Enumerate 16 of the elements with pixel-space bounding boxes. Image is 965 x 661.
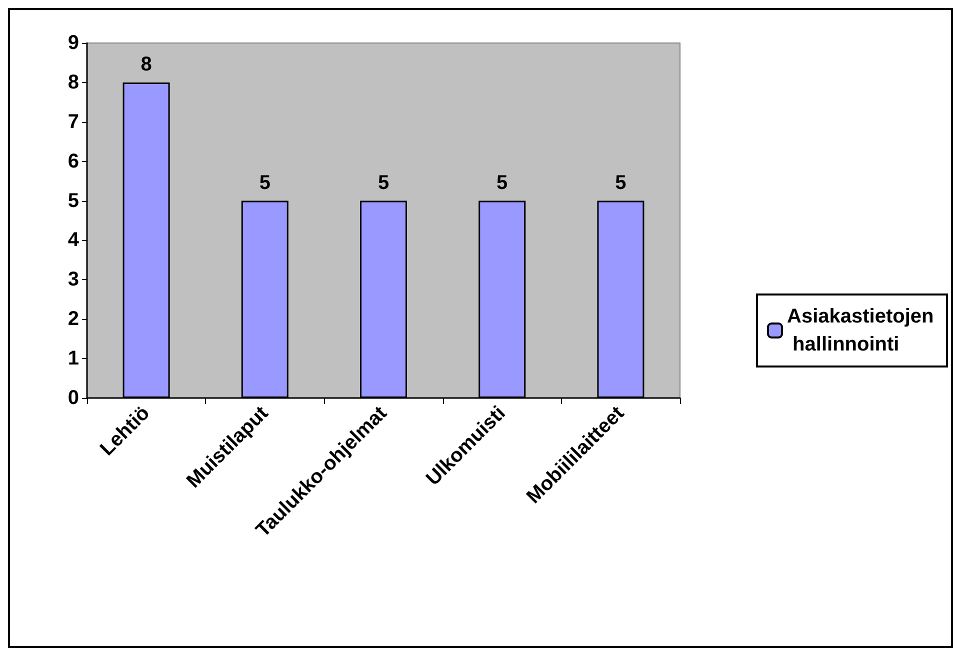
data-label: 5	[496, 172, 508, 194]
data-label: 5	[259, 172, 270, 194]
y-tick-label: 5	[68, 190, 79, 212]
data-label: 8	[140, 53, 152, 76]
y-tick-label: 9	[68, 32, 79, 54]
y-tick-label: 6	[68, 150, 79, 172]
y-tick-label: 4	[68, 229, 80, 252]
data-label: 5	[378, 172, 390, 194]
y-tick-label: 7	[68, 110, 79, 133]
y-tick-label: 0	[68, 387, 79, 409]
y-tick-label: 8	[68, 71, 79, 94]
legend-label: Asiakastietojen hallinnointi	[787, 306, 934, 356]
y-tick-label: 1	[68, 348, 79, 370]
data-label: 5	[615, 172, 626, 194]
y-tick-label: 3	[68, 268, 79, 291]
y-tick-label: 2	[68, 308, 79, 330]
